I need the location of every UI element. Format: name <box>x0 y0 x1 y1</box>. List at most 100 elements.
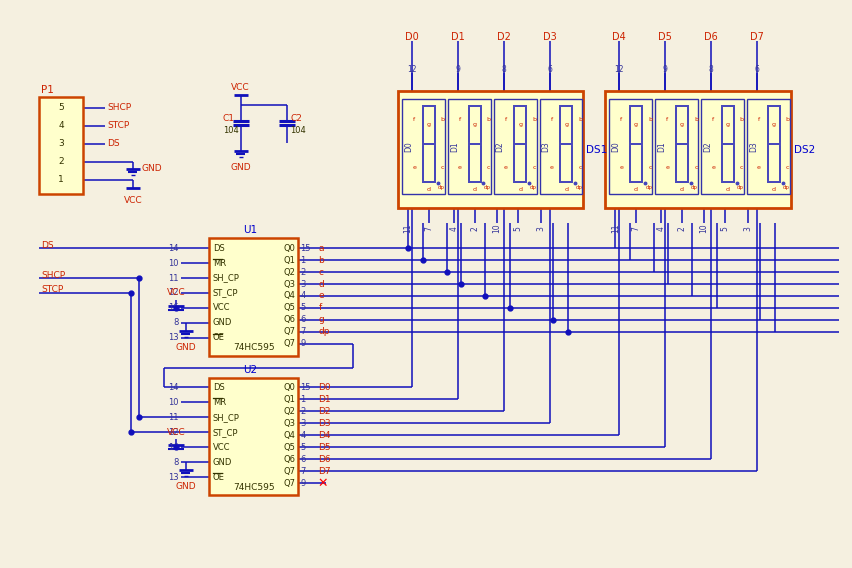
Text: 15: 15 <box>301 244 311 253</box>
Text: Q7: Q7 <box>284 339 296 348</box>
Text: P1: P1 <box>41 85 55 95</box>
Text: 13: 13 <box>168 333 179 343</box>
Text: D6: D6 <box>319 454 331 463</box>
Text: D3: D3 <box>543 32 556 42</box>
Text: 6: 6 <box>301 315 306 324</box>
Text: SHCP: SHCP <box>41 270 66 279</box>
Text: 3: 3 <box>301 419 306 428</box>
Text: 7: 7 <box>632 226 641 231</box>
Text: STCP: STCP <box>41 286 64 294</box>
Text: ✕: ✕ <box>317 477 327 490</box>
Text: dp: dp <box>783 185 790 190</box>
Text: 8: 8 <box>174 318 179 327</box>
Text: 8: 8 <box>174 458 179 467</box>
Text: a: a <box>319 244 324 253</box>
Text: D0: D0 <box>612 141 620 152</box>
Text: g: g <box>319 315 324 324</box>
Text: D7: D7 <box>750 32 764 42</box>
Text: c: c <box>319 268 324 277</box>
Text: 3: 3 <box>301 279 306 289</box>
Text: U1: U1 <box>244 225 257 235</box>
Text: Q7: Q7 <box>284 327 296 336</box>
Text: d: d <box>518 187 522 192</box>
Text: ST_CP: ST_CP <box>213 428 239 437</box>
Text: 5: 5 <box>721 226 729 231</box>
Text: d: d <box>427 187 430 192</box>
Text: f: f <box>550 118 553 123</box>
Text: 2: 2 <box>677 226 687 231</box>
Text: c: c <box>786 165 790 170</box>
Text: f: f <box>666 118 668 123</box>
Text: Q7: Q7 <box>284 478 296 487</box>
Text: 3: 3 <box>58 139 64 148</box>
Text: D7: D7 <box>319 466 331 475</box>
Text: Q5: Q5 <box>284 442 296 452</box>
Bar <box>402 99 445 194</box>
Bar <box>209 238 298 356</box>
Text: MR: MR <box>213 398 226 407</box>
Text: 8: 8 <box>501 65 506 74</box>
Text: C1: C1 <box>222 114 234 123</box>
Text: g: g <box>772 122 775 127</box>
Text: b: b <box>486 118 491 123</box>
Text: DS: DS <box>107 139 119 148</box>
Text: 14: 14 <box>169 383 179 392</box>
Text: 3: 3 <box>744 226 752 231</box>
Text: c: c <box>486 165 491 170</box>
Text: g: g <box>427 122 430 127</box>
Text: D2: D2 <box>496 141 504 152</box>
Text: OE: OE <box>213 333 225 343</box>
Text: 14: 14 <box>169 244 179 253</box>
Bar <box>39 97 83 194</box>
Text: GND: GND <box>213 318 232 327</box>
Text: 12: 12 <box>169 428 179 437</box>
Text: b: b <box>532 118 537 123</box>
Text: Q3: Q3 <box>284 419 296 428</box>
Text: g: g <box>518 122 522 127</box>
Text: f: f <box>504 118 507 123</box>
Text: 11: 11 <box>169 413 179 422</box>
Text: f: f <box>620 118 623 123</box>
Text: 16: 16 <box>168 442 179 452</box>
Text: D3: D3 <box>319 419 331 428</box>
Text: 5: 5 <box>58 103 64 112</box>
Text: VCC: VCC <box>231 83 250 93</box>
Bar <box>209 378 298 495</box>
Text: 9: 9 <box>456 65 460 74</box>
Text: 1: 1 <box>301 395 306 404</box>
Text: D0: D0 <box>406 32 419 42</box>
Text: e: e <box>458 165 462 170</box>
Text: Q0: Q0 <box>284 383 296 392</box>
Text: 13: 13 <box>168 473 179 482</box>
Text: D1: D1 <box>657 141 666 152</box>
Text: 6: 6 <box>301 454 306 463</box>
Text: 104: 104 <box>291 126 306 135</box>
Text: GND: GND <box>176 482 196 491</box>
Text: b: b <box>579 118 583 123</box>
Text: 74HC595: 74HC595 <box>233 482 274 491</box>
Text: D1: D1 <box>450 141 459 152</box>
Text: D3: D3 <box>749 141 758 152</box>
Bar <box>539 99 583 194</box>
Text: 7: 7 <box>424 226 434 231</box>
Text: dp: dp <box>645 185 653 190</box>
Text: 1: 1 <box>58 175 64 184</box>
Text: 10: 10 <box>169 258 179 268</box>
Text: d: d <box>564 187 568 192</box>
Text: Q1: Q1 <box>284 395 296 404</box>
Text: dp: dp <box>737 185 744 190</box>
Text: SH_CP: SH_CP <box>213 274 239 282</box>
Text: GND: GND <box>230 162 251 172</box>
Text: 1: 1 <box>301 256 306 265</box>
Text: 5: 5 <box>301 303 306 312</box>
Text: 11: 11 <box>404 224 412 233</box>
Text: 2: 2 <box>301 268 306 277</box>
Text: DS: DS <box>213 383 224 392</box>
Text: SH_CP: SH_CP <box>213 413 239 422</box>
Text: D6: D6 <box>705 32 718 42</box>
Text: b: b <box>786 118 790 123</box>
Bar <box>606 91 791 208</box>
Text: f: f <box>319 303 321 312</box>
Text: D4: D4 <box>319 431 331 440</box>
Text: Q6: Q6 <box>284 315 296 324</box>
